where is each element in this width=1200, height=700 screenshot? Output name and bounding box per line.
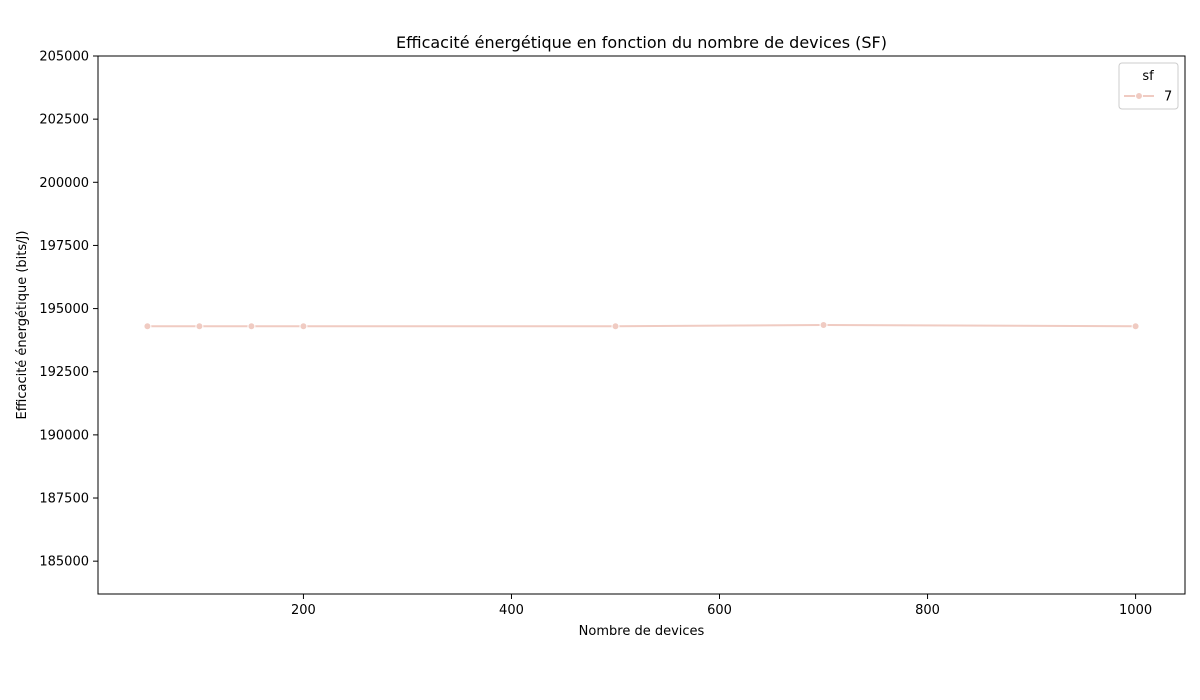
y-tick-label: 185000 [39,555,89,570]
x-tick-label: 200 [291,603,316,618]
data-point [143,322,152,331]
data-point [611,322,620,331]
y-tick-label: 200000 [39,176,89,191]
legend-label: 7 [1164,90,1172,105]
x-tick-label: 600 [707,603,732,618]
y-tick-label: 187500 [39,492,89,507]
data-point [819,321,828,329]
legend-marker [1135,92,1143,100]
y-tick-label: 190000 [39,428,89,443]
legend-entries: 7 [1124,90,1172,105]
legend-box [1118,62,1179,110]
y-axis: 185000 187500 190000 192500 195000 197500 2000… [39,50,98,570]
x-tick-label: 400 [499,603,524,618]
x-tick-label: 800 [915,603,940,618]
data-point [1131,322,1140,331]
y-tick-label: 192500 [39,365,89,380]
series-layer [143,321,1140,331]
legend: sf 7 [1118,62,1179,110]
x-tick-label: 1000 [1119,603,1152,618]
series-line [147,323,1136,328]
y-tick-label: 197500 [39,239,89,254]
y-tick-label: 202500 [39,113,89,128]
y-tick-label: 205000 [39,50,89,65]
data-point [247,322,256,331]
data-point [299,322,308,331]
x-axis: 200 400 600 800 1000 [291,594,1152,618]
chart-title: Efficacité énergétique en fonction du no… [396,33,887,52]
plot-area [97,55,1186,595]
y-tick-label: 195000 [39,302,89,317]
y-axis-label: Efficacité énergétique (bits/J) [15,231,30,420]
legend-title: sf [1142,69,1154,84]
data-point [195,322,204,331]
plot-frame [97,55,1186,595]
x-axis-label: Nombre de devices [579,624,705,639]
